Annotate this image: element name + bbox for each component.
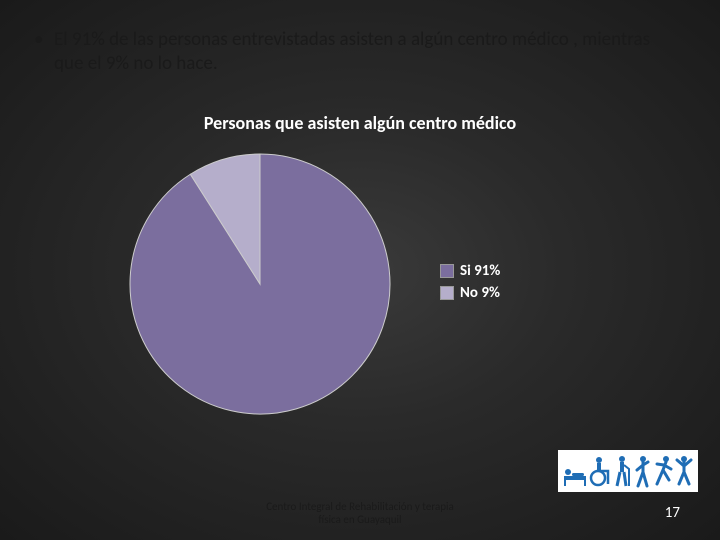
bed-patient-icon <box>563 454 587 488</box>
chart-legend: Si 91% No 9% <box>440 262 500 306</box>
footer-line-1: Centro Integral de Rehabilitación y tera… <box>0 500 720 513</box>
chart-body: Si 91% No 9% <box>110 144 610 424</box>
legend-label: No 9% <box>460 284 500 302</box>
pie-chart-container: Personas que asisten algún centro médico… <box>110 112 610 424</box>
jumping-icon <box>675 454 693 488</box>
footer-caption: Centro Integral de Rehabilitación y tera… <box>0 500 720 526</box>
cane-walking-icon <box>613 454 631 488</box>
running-icon <box>653 454 673 488</box>
footer-line-2: física en Guayaquil <box>0 513 720 526</box>
legend-item: Si 91% <box>440 262 500 280</box>
chart-title: Personas que asisten algún centro médico <box>110 112 610 134</box>
legend-item: No 9% <box>440 284 500 302</box>
legend-swatch <box>440 286 454 300</box>
wheelchair-icon <box>589 454 611 488</box>
walking-icon <box>633 454 651 488</box>
legend-swatch <box>440 264 454 278</box>
rehab-icons-image <box>558 450 698 492</box>
bullet-text: El 91% de las personas entrevistadas asi… <box>54 28 660 76</box>
pie-chart <box>110 144 410 424</box>
legend-label: Si 91% <box>460 262 500 280</box>
page-number: 17 <box>665 504 680 522</box>
